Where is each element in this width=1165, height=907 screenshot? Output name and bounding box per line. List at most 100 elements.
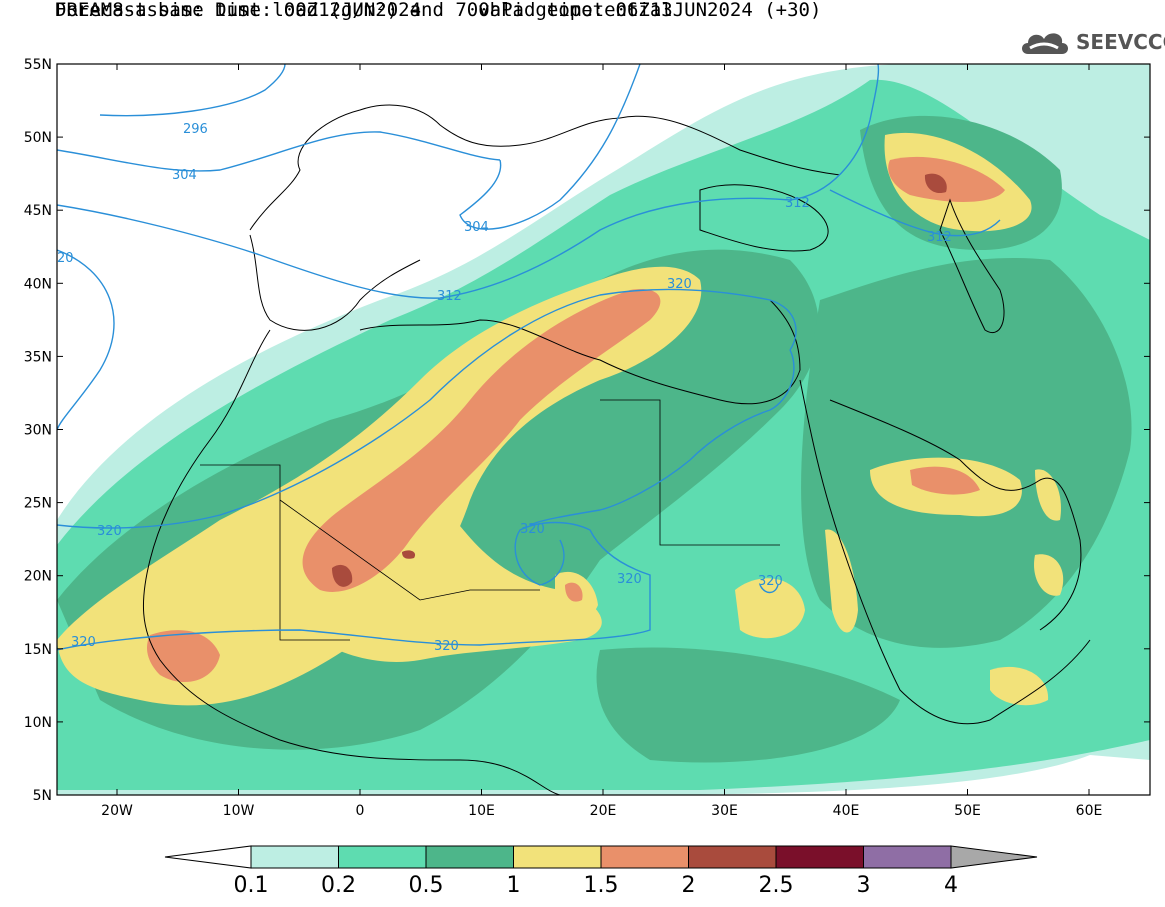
lat-label: 20N	[24, 569, 52, 585]
contour-label: 320	[97, 524, 122, 539]
redsea-coast	[799, 379, 1091, 725]
colorbar-label: 4	[944, 873, 958, 898]
lon-label: 0	[356, 803, 365, 819]
geopotential-contours	[57, 64, 1001, 651]
dust-level-1-5-algeria	[302, 289, 661, 592]
colorbar-swatch	[250, 845, 339, 869]
contour-label: 304	[464, 220, 489, 235]
lat-label: 50N	[24, 130, 52, 146]
colorbar-swatch	[338, 845, 427, 869]
contour-312-caspian	[829, 189, 1001, 237]
dust-level-1-oman	[1034, 554, 1064, 596]
dust-level-1-somalia	[990, 666, 1049, 706]
lon-label: 10W	[223, 803, 255, 819]
contour-304-b	[459, 64, 641, 230]
dust-level-1-redsea	[825, 529, 858, 633]
dust-level-2-niger	[402, 550, 416, 559]
contour-label: 320	[667, 277, 692, 292]
contour-20	[57, 249, 115, 431]
colorbar-label: 3	[857, 873, 871, 898]
lat-label: 15N	[24, 642, 52, 658]
contour-label: 312	[927, 230, 952, 245]
lon-label: 30E	[711, 803, 738, 819]
dust-level-1-5-caspian	[888, 156, 1005, 202]
contour-label: 320	[71, 635, 96, 650]
title-line-2: Forecast base time: 00Z12JUN2024 valid t…	[55, 0, 822, 21]
colorbar-arrow-left	[164, 845, 252, 869]
dust-level-0-5-east	[801, 258, 1132, 648]
lon-label: 10E	[468, 803, 495, 819]
contour-296	[99, 64, 286, 117]
lon-label: 40E	[833, 803, 860, 819]
contour-label: 320	[434, 639, 459, 654]
lon-label: 60E	[1076, 803, 1103, 819]
med-coast	[359, 299, 801, 405]
lon-label: 20E	[590, 803, 617, 819]
cloud-logo-icon	[1022, 33, 1068, 54]
lon-label: 50E	[954, 803, 981, 819]
border-1	[279, 499, 540, 601]
arabia-coast	[829, 399, 1082, 631]
dust-level-2-mali	[332, 564, 353, 587]
seevccc-logo: SEEVCCC	[1018, 24, 1165, 60]
contour-304-a	[57, 131, 501, 172]
colorbar-arrow-right	[950, 845, 1038, 869]
lat-axis: 55N 50N 45N 40N 35N 30N 25N 20N 15N 10N 5N	[24, 57, 1150, 804]
dust-level-1-5-chad	[565, 582, 583, 602]
border-2	[600, 399, 780, 546]
dust-level-1-5-arabia	[910, 466, 980, 495]
colorbar-swatch	[600, 845, 689, 869]
iberia-coast	[249, 234, 421, 331]
contour-label: 320	[758, 574, 783, 589]
colorbar-label: 1.5	[584, 873, 619, 898]
dust-level-1-5-senegal	[147, 630, 220, 683]
lat-label: 25N	[24, 496, 52, 512]
lat-label: 55N	[24, 57, 52, 73]
title-line-1: DREAM8-assim: Dust load (g/m²) and 700hP…	[55, 0, 673, 21]
contour-320-south	[57, 521, 651, 651]
dust-level-2-caspian	[924, 173, 947, 194]
dust-fields	[57, 64, 1150, 795]
colorbar-label: 0.1	[234, 873, 269, 898]
colorbar-label: 0.5	[409, 873, 444, 898]
contour-label: 296	[183, 122, 208, 137]
dust-level-1-gulf	[1035, 469, 1061, 521]
coastlines	[143, 104, 1091, 795]
contour-label: 20	[57, 251, 74, 266]
lat-label: 10N	[24, 715, 52, 731]
colorbar-label: 2.5	[759, 873, 794, 898]
lon-label: 20W	[101, 803, 133, 819]
colorbar-swatch	[863, 845, 952, 869]
contour-label: 312	[437, 289, 462, 304]
contour-label: 320	[617, 572, 642, 587]
colorbar: 0.1 0.2 0.5 1 1.5 2 2.5 3 4	[164, 845, 1038, 898]
contour-label: 304	[172, 168, 197, 183]
contour-320-north	[57, 288, 797, 529]
africa-coast	[143, 329, 561, 795]
black-sea-coast	[699, 184, 829, 252]
contour-label: 312	[785, 196, 810, 211]
colorbar-swatch	[688, 845, 777, 869]
colorbar-label: 1	[507, 873, 521, 898]
lon-axis: 20W 10W 0 10E 20E 30E 40E 50E 60E	[101, 64, 1102, 819]
contour-312-west	[57, 64, 880, 299]
border-3	[200, 464, 350, 641]
contour-labels: 296 304 304 312 20 312 312 320 320 320 3…	[57, 122, 952, 654]
lat-label: 30N	[24, 423, 52, 439]
colorbar-swatch	[425, 845, 514, 869]
colorbar-label: 2	[682, 873, 696, 898]
lat-label: 40N	[24, 276, 52, 292]
contour-label: 320	[520, 522, 545, 537]
colorbar-swatch	[513, 845, 602, 869]
lat-label: 5N	[33, 788, 52, 804]
dust-level-1-sudan	[735, 578, 805, 639]
logo-text: SEEVCCC	[1076, 30, 1165, 54]
lat-label: 35N	[24, 349, 52, 365]
contour-320-mideast	[529, 349, 795, 526]
europe-coast	[249, 104, 841, 231]
caspian-coast	[939, 198, 1005, 333]
contour-320-east	[759, 584, 779, 594]
colorbar-label: 0.2	[321, 873, 356, 898]
colorbar-swatch	[775, 845, 864, 869]
